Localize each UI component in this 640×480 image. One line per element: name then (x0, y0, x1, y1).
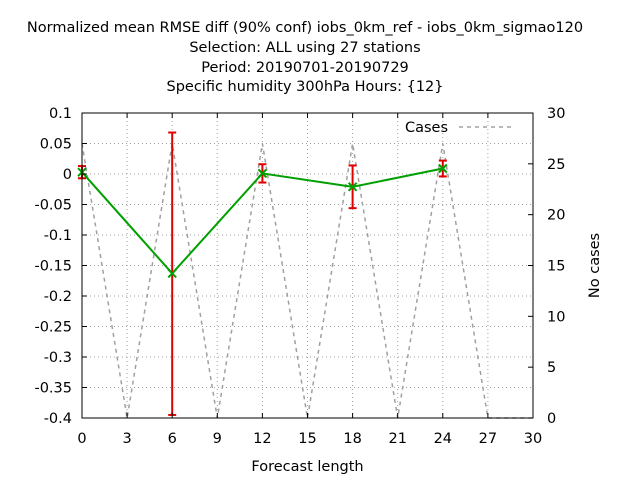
cases-line (81, 143, 533, 419)
x-tick-label: 3 (122, 431, 131, 447)
data-point (347, 182, 358, 192)
y2-tick-label: 25 (547, 157, 565, 173)
chart-title-line-3: Period: 20190701-20190729 (201, 60, 409, 76)
y2-tick-label: 15 (547, 259, 565, 275)
x-tick-label: 18 (343, 431, 361, 447)
y-tick-label: 0 (63, 167, 72, 183)
y2-tick-label: 30 (547, 106, 565, 122)
y2-tick-label: 5 (547, 360, 556, 376)
data-point (438, 163, 448, 174)
y-tick-label: -0.4 (44, 411, 72, 427)
diff-series (77, 131, 448, 416)
x-tick-label: 21 (388, 431, 406, 447)
y-tick-label: 0.05 (40, 137, 72, 153)
x-tick-label: 12 (253, 431, 271, 447)
y-tick-label: -0.15 (34, 259, 72, 275)
chart-title-line-2: Selection: ALL using 27 stations (189, 40, 420, 56)
x-tick-label: 30 (524, 431, 542, 447)
chart-title-line-1: Normalized mean RMSE diff (90% conf) iob… (27, 20, 583, 36)
y-tick-label: -0.2 (44, 289, 72, 305)
data-point (167, 268, 177, 279)
x-tick-label: 24 (434, 431, 452, 447)
y-tick-label: 0.1 (49, 106, 72, 122)
x-tick-label: 9 (213, 431, 222, 447)
legend-label-cases: Cases (405, 120, 448, 136)
axis-ticks: 0 3 6 9 12 15 18 21 24 27 30 0.1 0.05 0 -0.05 -0.1 -0.15… (34, 106, 565, 447)
y-tick-label: -0.25 (34, 320, 72, 336)
y2-tick-label: 0 (547, 411, 556, 427)
grid (82, 113, 533, 418)
y2-axis-label: No cases (587, 233, 603, 298)
data-point (257, 168, 268, 179)
y-tick-label: -0.35 (34, 381, 72, 397)
x-tick-label: 15 (298, 431, 316, 447)
x-tick-label: 6 (168, 431, 177, 447)
y-tick-label: -0.3 (44, 350, 72, 366)
x-tick-label: 27 (479, 431, 497, 447)
x-tick-label: 0 (77, 431, 86, 447)
x-axis-label: Forecast length (251, 459, 363, 475)
chart-title-line-4: Specific humidity 300hPa Hours: {12} (166, 79, 443, 95)
legend: Cases (405, 120, 511, 136)
y-tick-label: -0.05 (34, 198, 72, 214)
y2-tick-label: 20 (547, 208, 565, 224)
y-tick-label: -0.1 (44, 228, 72, 244)
cases-series (81, 143, 533, 419)
y2-tick-label: 10 (547, 309, 565, 325)
